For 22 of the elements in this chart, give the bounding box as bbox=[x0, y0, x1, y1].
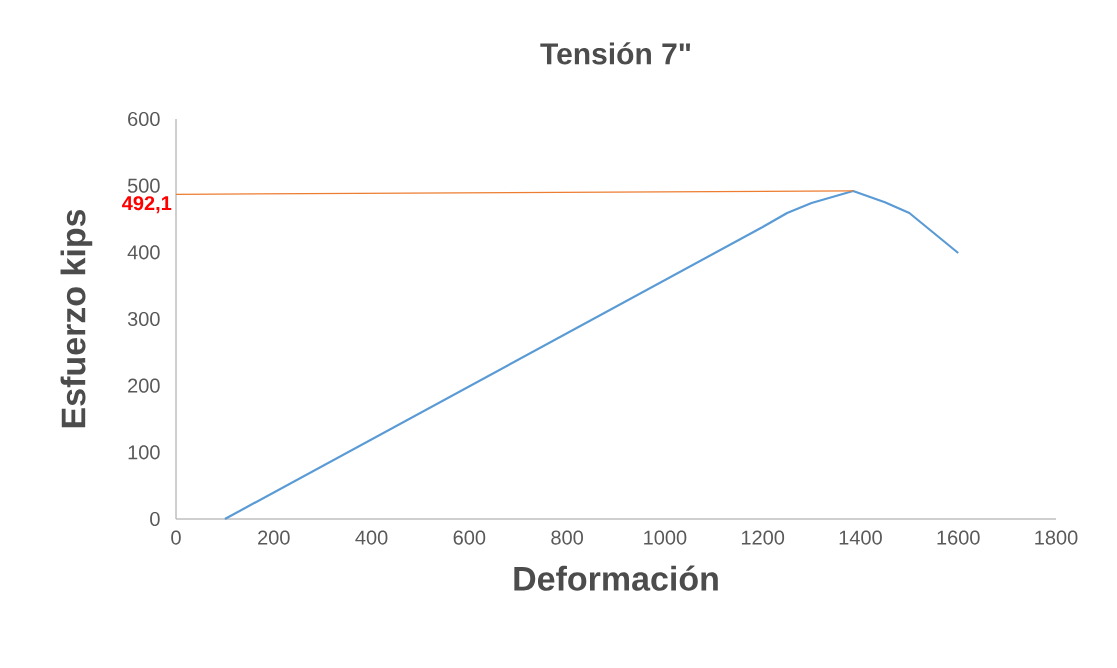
y-tick-label: 0 bbox=[150, 511, 160, 527]
x-tick-label: 1800 bbox=[1035, 530, 1078, 545]
y-tick-label: 200 bbox=[128, 378, 160, 393]
y-tick-label: 300 bbox=[127, 311, 160, 327]
y-axis-title: Esfuerzo kips bbox=[60, 209, 93, 428]
x-axis-title: Deformación bbox=[514, 565, 718, 591]
x-tick-label: 1400 bbox=[839, 530, 882, 545]
x-tick-label: 400 bbox=[355, 530, 388, 545]
x-tick-label: 600 bbox=[453, 530, 486, 545]
line-series bbox=[223, 189, 960, 521]
x-tick-label: 1000 bbox=[644, 530, 687, 545]
x-tick-label: 800 bbox=[551, 530, 584, 545]
x-tick-label: 0 bbox=[171, 530, 181, 545]
chart-title: Tensión 7" bbox=[540, 42, 691, 65]
y-tick-label: 400 bbox=[127, 245, 160, 260]
annotation: 492,1 bbox=[122, 196, 172, 214]
y-tick-label: 500 bbox=[127, 178, 160, 193]
x-tick-label: 1600 bbox=[937, 530, 980, 545]
x-tick-label: 200 bbox=[258, 530, 290, 545]
y-tick-label: 100 bbox=[128, 445, 160, 460]
x-tick-label: 1200 bbox=[741, 530, 785, 545]
y-tick-label: 600 bbox=[128, 111, 160, 127]
